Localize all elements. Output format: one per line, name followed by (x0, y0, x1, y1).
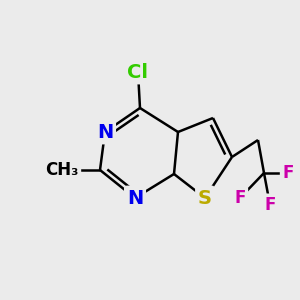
Text: N: N (127, 188, 143, 208)
Text: F: F (234, 189, 246, 207)
Text: Cl: Cl (128, 62, 148, 82)
Text: F: F (282, 164, 294, 182)
Text: S: S (198, 188, 212, 208)
Text: CH₃: CH₃ (45, 161, 79, 179)
Text: F: F (264, 196, 276, 214)
Text: N: N (97, 122, 113, 142)
